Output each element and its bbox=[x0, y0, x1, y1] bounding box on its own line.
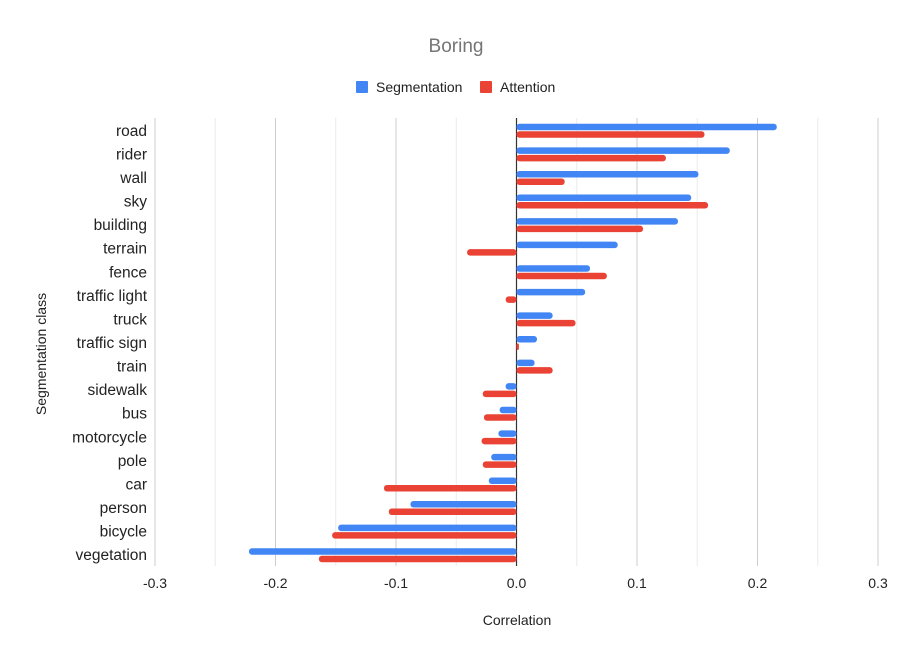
bar-segmentation bbox=[516, 312, 553, 319]
bar-attention bbox=[332, 532, 517, 539]
category-label: road bbox=[116, 123, 147, 140]
category-labels: road rider wall sky building terrain fence traf… bbox=[72, 123, 148, 564]
bar-segmentation bbox=[505, 383, 517, 390]
bar-segmentation bbox=[488, 477, 517, 484]
bar-segmentation bbox=[498, 430, 517, 437]
x-tick-label: -0.2 bbox=[263, 575, 287, 591]
x-tick-labels: -0.3 -0.2 -0.1 0.0 0.1 0.2 0.3 bbox=[143, 575, 888, 591]
legend-swatch-attention bbox=[480, 81, 492, 93]
legend: Segmentation Attention bbox=[356, 79, 555, 95]
bar-attention bbox=[505, 296, 517, 303]
category-label: rider bbox=[116, 146, 147, 163]
category-label: person bbox=[100, 500, 147, 517]
category-label: vegetation bbox=[75, 547, 147, 564]
x-tick-label: 0.3 bbox=[868, 575, 888, 591]
bar-attention bbox=[516, 178, 565, 185]
category-label: terrain bbox=[103, 241, 147, 258]
bar-segmentation bbox=[338, 524, 517, 532]
legend-swatch-segmentation bbox=[356, 81, 368, 93]
bar-segmentation bbox=[248, 548, 517, 555]
y-axis-title: Segmentation class bbox=[33, 293, 49, 415]
category-label: car bbox=[125, 476, 147, 493]
x-axis-title: Correlation bbox=[483, 612, 551, 628]
category-label: truck bbox=[113, 311, 147, 328]
bar-attention bbox=[482, 390, 517, 398]
category-label: pole bbox=[118, 453, 147, 470]
bar-attention bbox=[483, 414, 517, 421]
bar-attention bbox=[383, 484, 517, 492]
bar-attention bbox=[516, 154, 666, 162]
category-label: traffic sign bbox=[77, 335, 147, 352]
bar-segmentation bbox=[491, 453, 517, 461]
legend-label-attention: Attention bbox=[500, 79, 555, 95]
bar-attention bbox=[388, 508, 517, 516]
bar-attention bbox=[516, 319, 576, 327]
bar-attention bbox=[516, 343, 519, 350]
x-tick-label: 0.2 bbox=[748, 575, 768, 591]
category-label: bus bbox=[122, 406, 147, 423]
bar-attention bbox=[516, 225, 644, 233]
bars bbox=[248, 123, 777, 563]
bar-segmentation bbox=[516, 218, 678, 225]
bar-segmentation bbox=[516, 170, 699, 178]
category-label: motorcycle bbox=[72, 429, 147, 446]
category-label: traffic light bbox=[77, 288, 148, 305]
x-tick-label: -0.1 bbox=[384, 575, 408, 591]
legend-label-segmentation: Segmentation bbox=[376, 79, 462, 95]
bar-segmentation bbox=[516, 241, 618, 249]
bar-attention bbox=[482, 461, 517, 468]
category-label: sky bbox=[124, 194, 148, 211]
category-label: wall bbox=[119, 170, 147, 187]
bar-attention bbox=[318, 555, 517, 563]
category-label: fence bbox=[109, 264, 147, 281]
bar-segmentation bbox=[410, 501, 517, 508]
bar-attention bbox=[467, 249, 517, 256]
bar-segmentation bbox=[516, 147, 730, 154]
bar-attention bbox=[516, 131, 705, 138]
gridlines bbox=[154, 118, 879, 566]
bar-segmentation bbox=[516, 336, 537, 343]
x-tick-label: -0.3 bbox=[143, 575, 167, 591]
category-label: bicycle bbox=[100, 524, 147, 541]
bar-attention bbox=[481, 437, 517, 445]
bar-segmentation bbox=[516, 359, 535, 367]
category-label: building bbox=[94, 217, 147, 234]
bar-segmentation bbox=[499, 406, 517, 414]
bar-attention bbox=[516, 202, 709, 209]
bar-segmentation bbox=[516, 123, 777, 131]
bar-segmentation bbox=[516, 194, 692, 202]
bar-segmentation bbox=[516, 265, 591, 272]
chart-title: Boring bbox=[429, 36, 484, 57]
category-label: train bbox=[117, 359, 147, 376]
x-tick-label: 0.1 bbox=[627, 575, 647, 591]
x-tick-label: 0.0 bbox=[507, 575, 527, 591]
bar-attention bbox=[516, 272, 607, 280]
bar-attention bbox=[516, 367, 553, 374]
category-label: sidewalk bbox=[88, 382, 148, 399]
bar-segmentation bbox=[516, 288, 586, 296]
